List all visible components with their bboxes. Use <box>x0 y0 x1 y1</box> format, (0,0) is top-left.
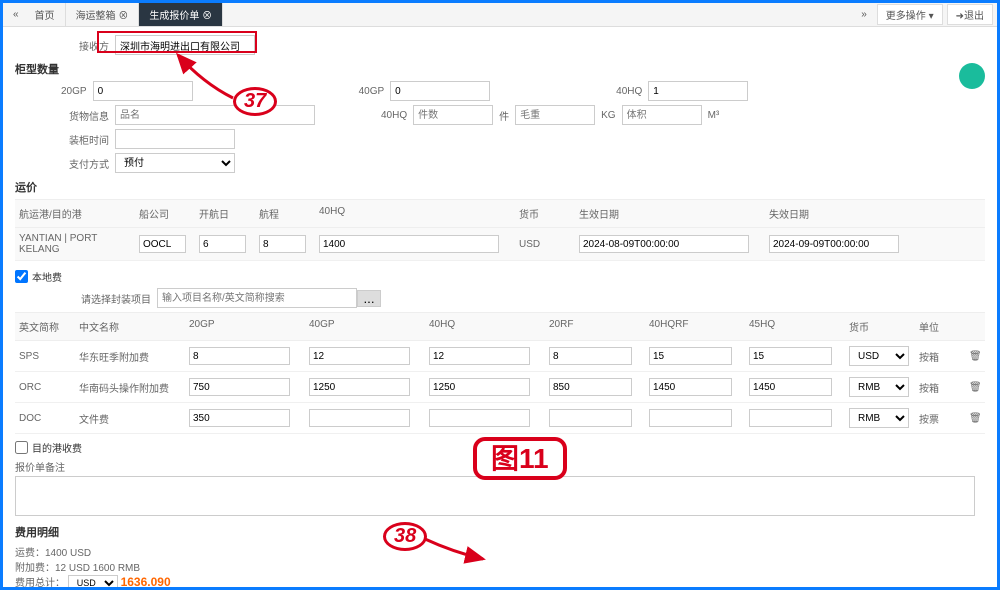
freight-curr: USD <box>515 237 575 252</box>
receiver-input[interactable] <box>115 35 255 55</box>
freight-exp[interactable] <box>769 235 899 253</box>
cargo-hq-label: 40HQ <box>375 110 413 121</box>
local-code: DOC <box>15 411 75 426</box>
payment-label: 支付方式 <box>55 156 115 171</box>
local-unit: 按票 <box>915 409 965 428</box>
local-unit: 按箱 <box>915 378 965 397</box>
freight-title: 运价 <box>15 179 985 195</box>
local-hq45[interactable] <box>749 378 832 396</box>
total-currency-select[interactable]: USD <box>68 575 118 590</box>
loading-label: 装柜时间 <box>55 132 115 147</box>
delete-icon[interactable]: 🗑 <box>965 411 985 426</box>
local-row: DOC文件费 RMB 按票🗑 <box>15 403 985 434</box>
local-checkbox[interactable] <box>15 270 28 283</box>
freight-carrier[interactable] <box>139 235 186 253</box>
total-label: 费用总计： <box>15 578 65 589</box>
local-gp40[interactable] <box>309 409 410 427</box>
local-rf20[interactable] <box>549 378 632 396</box>
local-label: 本地费 <box>32 269 62 284</box>
cargo-weight-unit: KG <box>595 110 621 121</box>
tab-home[interactable]: 首页 <box>25 3 66 26</box>
costs-title: 费用明细 <box>15 524 985 540</box>
cargo-name-input[interactable] <box>115 105 315 125</box>
local-hq45[interactable] <box>749 347 832 365</box>
freight-eff[interactable] <box>579 235 749 253</box>
freight-header: 航运港/目的港 船公司 开航日 航程 40HQ 货币 生效日期 失效日期 <box>15 199 985 228</box>
local-gp20[interactable] <box>189 409 290 427</box>
delete-icon[interactable]: 🗑 <box>965 349 985 364</box>
freight-transit[interactable] <box>259 235 306 253</box>
dest-label: 目的港收费 <box>32 440 82 455</box>
local-name: 文件费 <box>75 409 185 428</box>
hq40-label: 40HQ <box>610 86 648 97</box>
loading-date-input[interactable] <box>115 129 235 149</box>
containers-title: 柜型数量 <box>15 61 985 77</box>
gp20-input[interactable] <box>93 81 193 101</box>
local-rf20[interactable] <box>549 409 632 427</box>
local-hqrf40[interactable] <box>649 347 732 365</box>
cargo-qty-unit: 件 <box>493 108 515 123</box>
local-entry-label: 请选择封装项目 <box>75 291 157 306</box>
cargo-label: 货物信息 <box>55 108 115 123</box>
local-hq40[interactable] <box>429 409 530 427</box>
local-header: 英文简称 中文名称 20GP 40GP 40HQ 20RF 40HQRF 45H… <box>15 312 985 341</box>
more-actions-button[interactable]: 更多操作 ▾ <box>877 4 943 25</box>
chat-fab[interactable] <box>959 63 985 89</box>
hq40-input[interactable] <box>648 81 748 101</box>
total-value: 1636.090 <box>121 575 171 589</box>
local-rf20[interactable] <box>549 347 632 365</box>
local-gp40[interactable] <box>309 378 410 396</box>
local-hq40[interactable] <box>429 378 530 396</box>
remarks-textarea[interactable] <box>15 476 975 516</box>
local-hqrf40[interactable] <box>649 378 732 396</box>
local-gp20[interactable] <box>189 347 290 365</box>
local-curr[interactable]: RMB <box>849 377 909 397</box>
receiver-label: 接收方 <box>55 38 115 53</box>
local-hqrf40[interactable] <box>649 409 732 427</box>
local-row: SPS华东旺季附加费 USD 按箱🗑 <box>15 341 985 372</box>
local-curr[interactable]: RMB <box>849 408 909 428</box>
local-hq40[interactable] <box>429 347 530 365</box>
top-navigation: « 首页 海运整箱 ⊗ 生成报价单 ⊗ » 更多操作 ▾ ➜退出 <box>3 3 997 27</box>
delete-icon[interactable]: 🗑 <box>965 380 985 395</box>
remarks-label: 报价单备注 <box>15 459 985 474</box>
cargo-vol-unit: M³ <box>702 110 726 121</box>
freight-etd[interactable] <box>199 235 246 253</box>
freight-hq40[interactable] <box>319 235 499 253</box>
local-code: SPS <box>15 349 75 364</box>
local-row: ORC华南码头操作附加费 RMB 按箱🗑 <box>15 372 985 403</box>
gp20-label: 20GP <box>55 86 93 97</box>
payment-select[interactable]: 预付 <box>115 153 235 173</box>
local-code: ORC <box>15 380 75 395</box>
freight-row: YANTIAN | PORT KELANG USD <box>15 228 985 261</box>
gp40-input[interactable] <box>390 81 490 101</box>
local-hq45[interactable] <box>749 409 832 427</box>
local-name: 华东旺季附加费 <box>75 347 185 366</box>
tab-quote[interactable]: 生成报价单 ⊗ <box>139 3 223 26</box>
exit-button[interactable]: ➜退出 <box>947 4 993 25</box>
nav-forward[interactable]: » <box>855 7 873 22</box>
cargo-qty-input[interactable] <box>413 105 493 125</box>
cargo-weight-input[interactable] <box>515 105 595 125</box>
local-gp40[interactable] <box>309 347 410 365</box>
nav-back[interactable]: « <box>7 7 25 22</box>
local-curr[interactable]: USD <box>849 346 909 366</box>
dest-checkbox[interactable] <box>15 441 28 454</box>
freight-route: YANTIAN | PORT KELANG <box>15 231 135 257</box>
cargo-vol-input[interactable] <box>622 105 702 125</box>
local-name: 华南码头操作附加费 <box>75 378 185 397</box>
local-gp20[interactable] <box>189 378 290 396</box>
local-search-input[interactable] <box>157 288 357 308</box>
local-search-button[interactable]: ... <box>357 290 381 307</box>
local-unit: 按箱 <box>915 347 965 366</box>
tab-ocean[interactable]: 海运整箱 ⊗ <box>66 3 140 26</box>
gp40-label: 40GP <box>353 86 391 97</box>
